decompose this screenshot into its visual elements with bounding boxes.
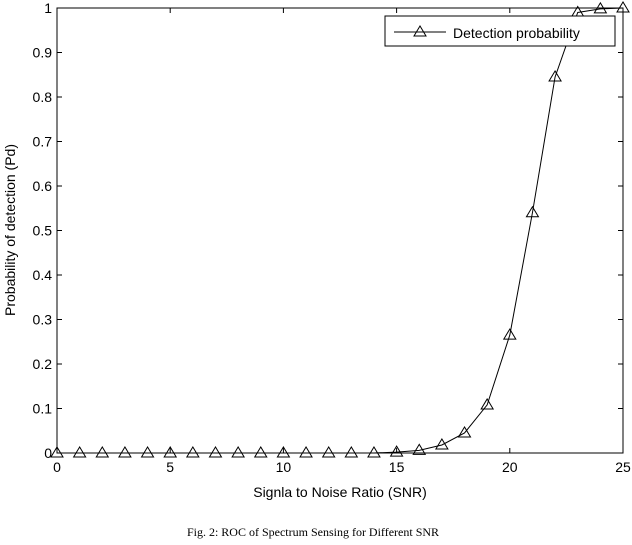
data-point-triangle	[616, 1, 630, 13]
data-point-triangle	[276, 446, 291, 458]
data-point-triangle	[344, 446, 359, 458]
data-point-triangle	[50, 446, 64, 458]
y-tick-label: 0.9	[33, 45, 53, 61]
y-tick-label: 0	[44, 445, 52, 461]
y-tick-label: 0.1	[33, 401, 53, 417]
y-axis-label: Probability of detection (Pd)	[2, 144, 18, 316]
data-point-triangle	[299, 446, 313, 458]
data-point-triangle	[434, 438, 449, 450]
series-line	[57, 7, 624, 454]
plot-frame	[56, 7, 624, 454]
data-point-triangle	[185, 446, 200, 458]
x-tick-label: 20	[502, 459, 518, 475]
x-axis-label: Signla to Noise Ratio (SNR)	[253, 484, 427, 500]
data-point-triangle	[389, 445, 404, 457]
x-tick-label: 0	[53, 459, 61, 475]
data-point-triangle	[163, 446, 178, 458]
data-point-triangle	[72, 446, 87, 458]
data-point-triangle	[95, 446, 110, 458]
data-point-triangle	[525, 205, 540, 218]
data-point-triangle	[548, 70, 562, 82]
y-tick-label: 0.5	[33, 223, 53, 239]
y-tick-label: 0.3	[33, 312, 53, 328]
x-tick-label: 15	[389, 459, 405, 475]
y-tick-label: 1	[44, 0, 52, 16]
y-tick-label: 0.8	[33, 89, 53, 105]
y-tick-label: 0.2	[33, 356, 53, 372]
data-point-triangle	[118, 446, 132, 458]
figure-caption: Fig. 2: ROC of Spectrum Sensing for Diff…	[187, 525, 439, 539]
legend: Detection probability	[384, 15, 616, 47]
data-point-triangle	[140, 446, 155, 458]
data-point-triangle	[412, 443, 427, 455]
y-tick-label: 0.7	[33, 134, 53, 150]
legend-label: Detection probability	[453, 25, 580, 41]
y-tick-label: 0.6	[33, 178, 53, 194]
legend-marker-triangle	[413, 25, 427, 37]
data-point-triangle	[593, 1, 608, 14]
x-tick-label: 25	[615, 459, 631, 475]
y-tick-label: 0.4	[33, 267, 53, 283]
data-point-triangle	[231, 446, 246, 458]
x-tick-label: 5	[166, 459, 174, 475]
data-point-triangle	[253, 446, 268, 458]
data-point-triangle	[208, 446, 223, 458]
x-tick-label: 10	[276, 459, 292, 475]
data-point-triangle	[480, 397, 495, 410]
data-point-triangle	[502, 328, 517, 340]
data-point-triangle	[457, 426, 472, 438]
data-point-triangle	[321, 446, 336, 458]
data-point-triangle	[367, 446, 381, 458]
